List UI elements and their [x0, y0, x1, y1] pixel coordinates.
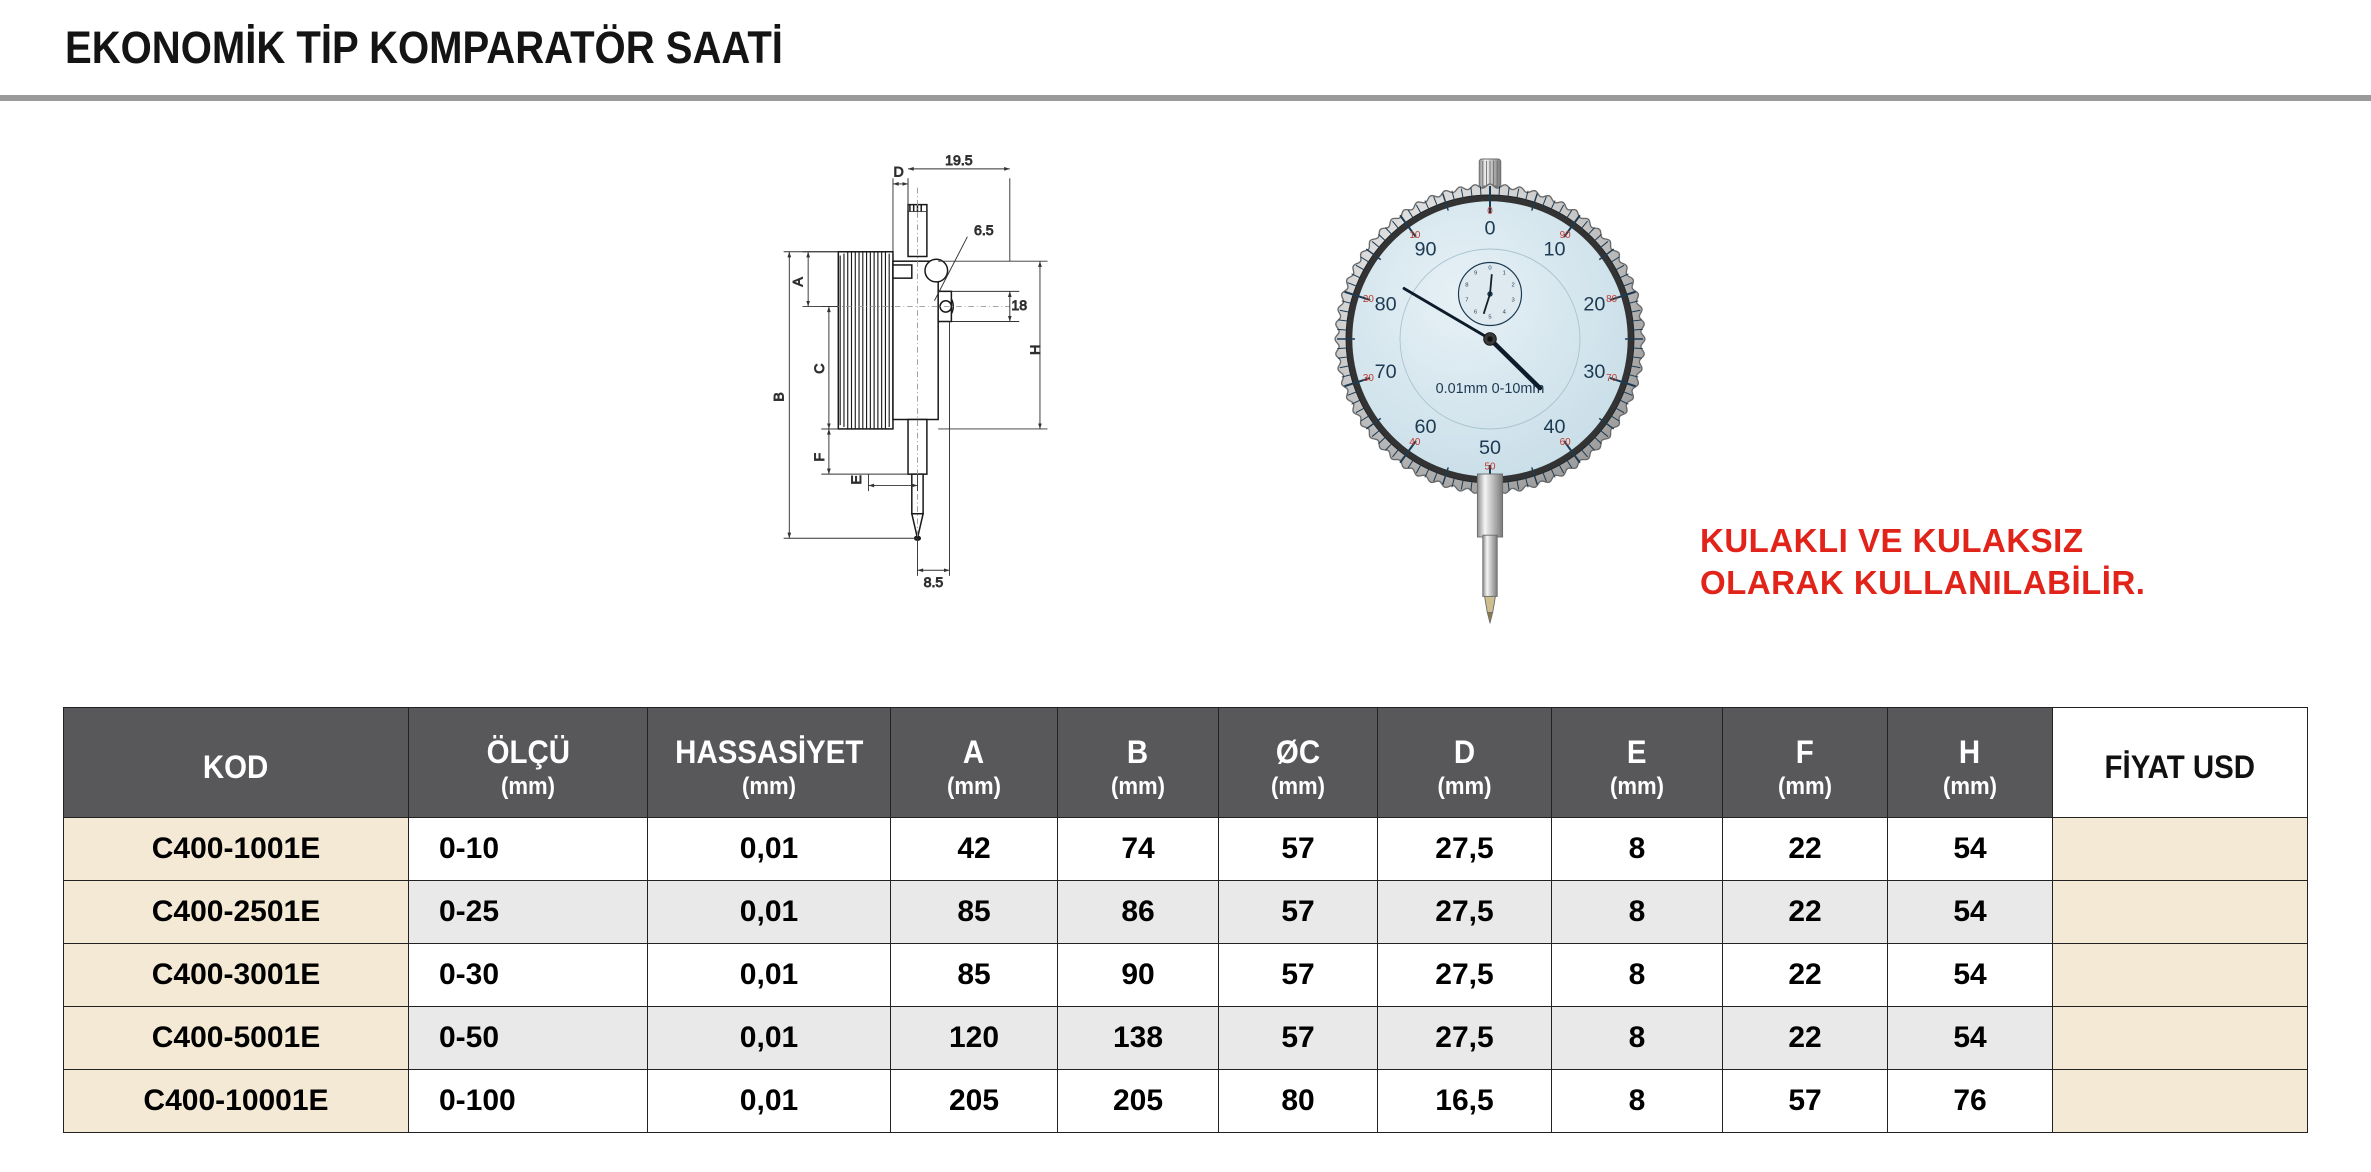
- svg-text:6.5: 6.5: [974, 222, 994, 238]
- svg-text:0: 0: [1487, 206, 1493, 217]
- svg-text:0: 0: [1484, 217, 1495, 239]
- svg-text:9: 9: [1474, 270, 1477, 276]
- svg-text:A: A: [790, 277, 806, 287]
- svg-text:H: H: [1027, 345, 1043, 355]
- svg-text:80: 80: [1375, 293, 1397, 315]
- svg-text:70: 70: [1375, 361, 1397, 383]
- svg-text:8.5: 8.5: [924, 574, 944, 590]
- svg-text:18: 18: [1011, 297, 1027, 313]
- svg-text:1: 1: [1503, 270, 1506, 276]
- svg-text:60: 60: [1414, 416, 1436, 438]
- svg-text:70: 70: [1606, 373, 1617, 384]
- svg-text:50: 50: [1485, 461, 1496, 472]
- svg-text:6: 6: [1474, 310, 1477, 316]
- svg-text:D: D: [894, 163, 904, 179]
- svg-text:90: 90: [1560, 230, 1571, 241]
- svg-text:30: 30: [1583, 361, 1605, 383]
- svg-text:8: 8: [1465, 283, 1468, 289]
- svg-text:19.5: 19.5: [945, 152, 973, 168]
- svg-text:F: F: [811, 453, 827, 462]
- svg-text:5: 5: [1488, 314, 1491, 320]
- svg-text:B: B: [771, 392, 787, 401]
- svg-text:30: 30: [1363, 373, 1374, 384]
- svg-text:40: 40: [1544, 416, 1566, 438]
- svg-text:7: 7: [1465, 297, 1468, 303]
- svg-text:80: 80: [1606, 294, 1617, 305]
- svg-text:20: 20: [1363, 294, 1374, 305]
- svg-text:10: 10: [1544, 238, 1566, 260]
- svg-text:10: 10: [1409, 230, 1420, 241]
- svg-text:50: 50: [1479, 437, 1501, 459]
- svg-text:0.01mm 0-10mm: 0.01mm 0-10mm: [1436, 381, 1545, 397]
- svg-text:3: 3: [1511, 297, 1514, 303]
- svg-text:40: 40: [1409, 437, 1420, 448]
- svg-text:2: 2: [1511, 283, 1514, 289]
- svg-text:E: E: [848, 475, 864, 484]
- svg-text:60: 60: [1560, 437, 1571, 448]
- svg-text:20: 20: [1583, 293, 1605, 315]
- svg-text:90: 90: [1414, 238, 1436, 260]
- svg-text:C: C: [811, 364, 827, 374]
